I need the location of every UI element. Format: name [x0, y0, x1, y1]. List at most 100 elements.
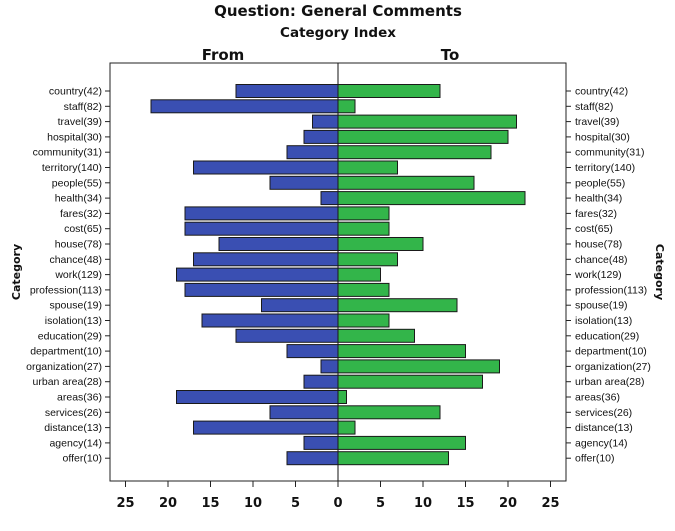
- category-label: urban area(28): [575, 376, 644, 388]
- from-bar: [218, 237, 339, 251]
- category-label: profession(113): [575, 284, 647, 296]
- category-label: community(31): [33, 147, 102, 159]
- category-label: areas(36): [57, 392, 102, 404]
- category-label: community(31): [575, 147, 644, 159]
- category-label: staff(82): [575, 101, 613, 113]
- category-label: isolation(13): [575, 315, 632, 327]
- to-bar: [337, 114, 517, 129]
- category-label: travel(39): [575, 116, 619, 128]
- to-bar: [337, 191, 526, 206]
- chart-subtitle: Category Index: [280, 25, 396, 41]
- category-label: people(55): [575, 177, 625, 189]
- category-label: health(34): [55, 193, 102, 205]
- category-label: cost(65): [575, 223, 613, 235]
- from-bar: [269, 175, 339, 190]
- category-label: hospital(30): [47, 131, 102, 143]
- category-label: isolation(13): [45, 315, 102, 327]
- category-label: profession(113): [30, 284, 102, 296]
- from-header: From: [202, 46, 245, 64]
- category-label: people(55): [52, 177, 102, 189]
- category-label: staff(82): [64, 101, 102, 113]
- to-bar: [337, 237, 424, 251]
- category-label: fares(32): [60, 208, 102, 220]
- to-bar: [337, 390, 347, 404]
- category-label: education(29): [575, 330, 639, 342]
- x-tick-label: 25: [541, 496, 559, 511]
- category-label: areas(36): [575, 392, 620, 404]
- to-bar: [337, 221, 390, 236]
- y-axis-label-left: Category: [10, 244, 23, 300]
- x-tick-label: 15: [456, 496, 474, 511]
- y-axis-label-right: Category: [653, 244, 666, 300]
- category-label: country(42): [575, 86, 628, 98]
- category-label: department(10): [30, 346, 102, 358]
- category-label: offer(10): [575, 453, 615, 465]
- x-tick-label: 5: [376, 496, 385, 511]
- x-tick-label: 15: [201, 496, 219, 511]
- x-tick-label: 20: [159, 496, 177, 511]
- to-bar: [337, 145, 492, 160]
- category-label: cost(65): [64, 223, 102, 235]
- to-series: [337, 84, 526, 466]
- category-label: spouse(19): [49, 300, 102, 312]
- category-label: distance(13): [575, 422, 633, 434]
- category-label: education(29): [38, 330, 102, 342]
- category-label: health(34): [575, 193, 622, 205]
- category-label: work(129): [574, 269, 622, 281]
- from-bar: [184, 206, 339, 221]
- category-label: distance(13): [44, 422, 102, 434]
- to-bar: [337, 328, 415, 343]
- from-bar: [286, 145, 339, 160]
- to-bar: [337, 420, 356, 435]
- category-label: spouse(19): [575, 300, 628, 312]
- from-bar: [320, 191, 339, 206]
- from-bar: [193, 420, 339, 435]
- from-bar: [286, 451, 339, 466]
- to-bar: [337, 160, 398, 175]
- from-bar: [176, 390, 339, 404]
- category-label: urban area(28): [33, 376, 102, 388]
- to-bar: [337, 374, 483, 389]
- to-bar: [337, 129, 509, 144]
- to-header: To: [441, 46, 460, 64]
- category-label: services(26): [45, 407, 102, 419]
- x-tick-label: 0: [333, 496, 342, 511]
- from-bar: [286, 344, 339, 359]
- category-label: organization(27): [575, 361, 651, 373]
- from-bar: [201, 313, 339, 328]
- to-bar: [337, 313, 390, 328]
- category-label: fares(32): [575, 208, 617, 220]
- category-label: offer(10): [63, 453, 103, 465]
- to-bar: [337, 252, 398, 267]
- category-label: chance(48): [49, 254, 102, 266]
- from-bar: [303, 129, 339, 144]
- x-tick-label: 10: [244, 496, 262, 511]
- category-label: territory(140): [42, 162, 102, 174]
- from-bar: [150, 99, 339, 114]
- category-labels-left: country(42) staff(82) travel(39) hospital(3…: [26, 86, 110, 465]
- from-bar: [193, 160, 339, 175]
- x-tick-label: 20: [499, 496, 517, 511]
- to-bar: [337, 435, 466, 450]
- to-bar: [337, 405, 441, 420]
- from-bar: [312, 114, 339, 129]
- to-bar: [337, 282, 390, 297]
- category-label: agency(14): [49, 437, 102, 449]
- category-label: travel(39): [58, 116, 102, 128]
- category-label: services(26): [575, 407, 632, 419]
- category-label: agency(14): [575, 437, 628, 449]
- chart-title: Question: General Comments: [214, 2, 462, 20]
- from-bar: [184, 282, 339, 297]
- from-bar: [184, 221, 339, 236]
- from-bar: [235, 328, 339, 343]
- to-bar: [337, 84, 441, 98]
- from-bar: [303, 374, 339, 389]
- x-tick-label: 5: [291, 496, 300, 511]
- to-bar: [337, 175, 475, 190]
- from-series: [150, 84, 339, 466]
- to-bar: [337, 298, 458, 313]
- category-label: hospital(30): [575, 131, 630, 143]
- category-label: country(42): [49, 86, 102, 98]
- category-label: house(78): [55, 239, 102, 251]
